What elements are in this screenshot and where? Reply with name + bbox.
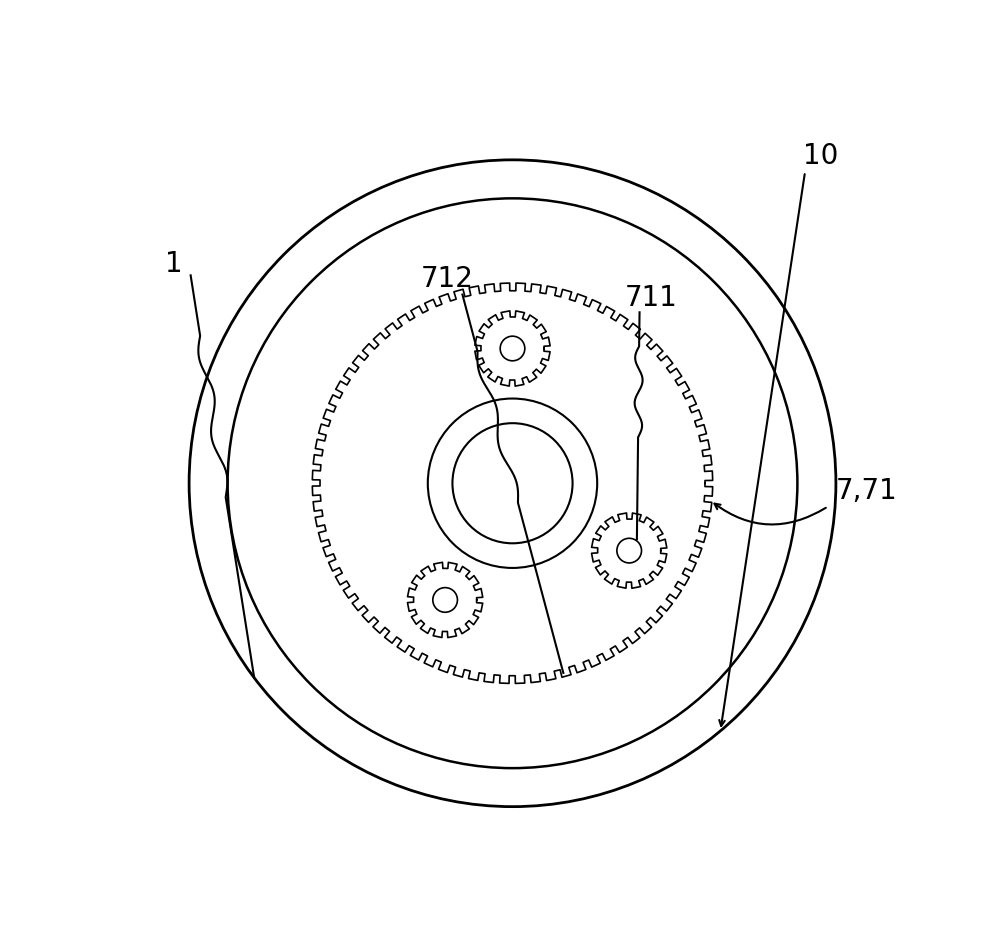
Polygon shape	[407, 563, 483, 637]
Circle shape	[228, 198, 797, 768]
Polygon shape	[475, 311, 550, 386]
Circle shape	[500, 336, 525, 361]
Polygon shape	[592, 513, 667, 588]
Circle shape	[428, 399, 597, 568]
Text: 712: 712	[421, 265, 473, 294]
Text: 711: 711	[625, 284, 678, 313]
Text: 7,71: 7,71	[836, 477, 898, 505]
Circle shape	[617, 538, 642, 563]
Circle shape	[189, 160, 836, 807]
Text: 1: 1	[165, 250, 183, 277]
Circle shape	[452, 423, 573, 544]
Circle shape	[433, 588, 457, 613]
Text: 10: 10	[803, 142, 838, 170]
